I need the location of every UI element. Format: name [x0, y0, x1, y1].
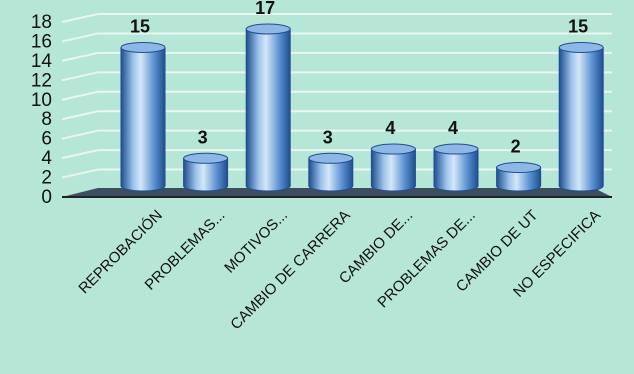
- bar-body: [183, 157, 229, 192]
- bar: [496, 162, 542, 192]
- bar-top: [183, 152, 229, 164]
- gridline: [61, 51, 99, 62]
- data-labels: 15 3 17 3 4 4 2 15: [130, 0, 588, 157]
- y-tick-label: 8: [41, 109, 52, 130]
- gridline: [61, 32, 99, 43]
- gridlines: [61, 13, 612, 179]
- bar: [120, 41, 166, 192]
- bar: [370, 143, 416, 192]
- bar-top: [433, 143, 479, 155]
- category-label: MOTIVOS...: [221, 207, 291, 277]
- bar-top: [308, 152, 354, 164]
- y-tick-label: 10: [31, 90, 52, 111]
- gridline: [61, 90, 99, 101]
- y-tick-label: 0: [41, 187, 52, 208]
- y-tick-label: 6: [41, 129, 52, 150]
- bar: [183, 152, 229, 192]
- gridline: [61, 13, 99, 23]
- y-tick-label: 2: [41, 168, 52, 189]
- data-label: 4: [385, 118, 395, 138]
- y-tick-label: 16: [31, 31, 52, 52]
- y-tick-label: 14: [31, 51, 53, 72]
- bar-body: [308, 157, 354, 192]
- bar-top: [496, 162, 542, 174]
- bar-body: [496, 167, 542, 192]
- bar-body: [433, 148, 479, 192]
- bar-top: [120, 41, 166, 53]
- category-labels: REPROBACIÓNPROBLEMAS...MOTIVOS...CAMBIO …: [75, 207, 604, 333]
- bar: [308, 152, 354, 192]
- category-label: CAMBIO DE CARRERA: [227, 207, 353, 333]
- gridline: [61, 168, 99, 179]
- bar-top: [245, 23, 291, 35]
- data-label: 15: [130, 16, 150, 36]
- bar-body: [558, 46, 604, 192]
- data-label: 17: [255, 0, 275, 18]
- data-label: 4: [448, 118, 458, 138]
- data-label: 3: [198, 127, 208, 147]
- bar-body: [120, 46, 166, 192]
- data-label: 3: [323, 127, 333, 147]
- gridline: [61, 71, 99, 82]
- data-label: 2: [511, 137, 521, 157]
- bar: [433, 143, 479, 192]
- gridline: [61, 110, 99, 121]
- bar: [558, 41, 604, 192]
- y-tick-label: 4: [41, 148, 52, 169]
- gridline: [61, 129, 99, 140]
- data-label: 15: [568, 16, 588, 36]
- bar-top: [558, 41, 604, 53]
- bar-body: [370, 148, 416, 192]
- y-tick-label: 18: [31, 12, 52, 33]
- bars: [120, 23, 604, 192]
- bar: [245, 23, 291, 192]
- bar-body: [245, 28, 291, 192]
- gridline: [61, 149, 99, 160]
- y-tick-label: 12: [31, 70, 52, 91]
- bar-top: [370, 143, 416, 155]
